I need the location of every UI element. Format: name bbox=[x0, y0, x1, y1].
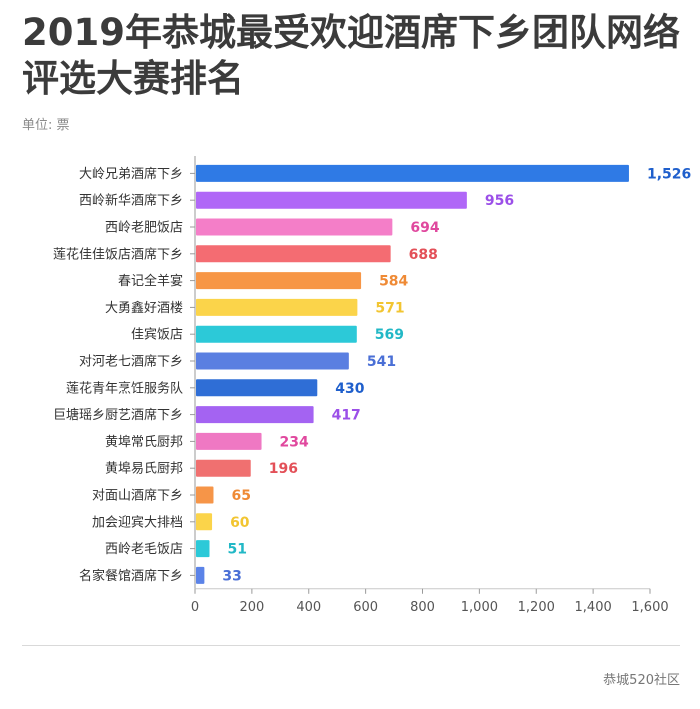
category-label: 名家餐馆酒席下乡 bbox=[79, 568, 183, 584]
category-label: 黄埠常氏厨邦 bbox=[105, 435, 183, 450]
value-label: 417 bbox=[332, 408, 361, 424]
bar bbox=[196, 540, 210, 558]
category-label: 春记全羊宴 bbox=[118, 273, 183, 289]
category-label: 大勇鑫好酒楼 bbox=[105, 300, 183, 316]
value-label: 541 bbox=[367, 354, 396, 370]
x-tick-label: 1,600 bbox=[631, 600, 668, 615]
value-label: 688 bbox=[409, 247, 438, 263]
bar bbox=[196, 352, 349, 370]
unit-label: 单位: 票 bbox=[22, 118, 70, 133]
x-tick-label: 1,400 bbox=[575, 600, 612, 615]
value-label: 65 bbox=[231, 488, 250, 504]
bar bbox=[196, 164, 629, 182]
category-label: 大岭兄弟酒席下乡 bbox=[79, 166, 183, 182]
bar bbox=[196, 272, 362, 290]
value-label: 234 bbox=[280, 434, 309, 450]
category-label: 佳宾饭店 bbox=[131, 327, 183, 343]
source-label: 恭城520社区 bbox=[603, 673, 680, 688]
category-label: 莲花青年烹饪服务队 bbox=[66, 380, 183, 396]
value-label: 60 bbox=[230, 515, 250, 531]
bar bbox=[196, 298, 358, 316]
category-label: 西岭新华酒席下乡 bbox=[79, 193, 183, 209]
bar-chart: 大岭兄弟酒席下乡 1,526 西岭新华酒席下乡 956 西岭老肥饭店 694 莲花佳佳饭店酒… bbox=[53, 156, 691, 615]
category-label: 西岭老毛饭店 bbox=[105, 542, 183, 557]
bar bbox=[196, 191, 467, 209]
value-label: 571 bbox=[375, 300, 404, 316]
category-label: 巨塘瑶乡厨艺酒席下乡 bbox=[53, 407, 183, 423]
value-label: 196 bbox=[269, 461, 298, 477]
bar bbox=[196, 379, 318, 397]
value-label: 694 bbox=[410, 220, 439, 236]
value-label: 430 bbox=[335, 381, 364, 397]
bar bbox=[196, 513, 213, 531]
bar bbox=[196, 218, 393, 236]
category-label: 加会迎宾大排档 bbox=[92, 514, 183, 530]
category-label: 对河老七酒席下乡 bbox=[79, 354, 183, 370]
page-title: 2019年恭城最受欢迎酒席下乡团队网络评选大赛排名 bbox=[22, 11, 680, 100]
value-label: 51 bbox=[228, 542, 247, 558]
category-label: 黄埠易氏厨邦 bbox=[105, 462, 183, 477]
bar bbox=[196, 245, 391, 263]
bar bbox=[196, 432, 262, 450]
x-tick-label: 1,200 bbox=[518, 600, 555, 615]
value-label: 584 bbox=[379, 274, 408, 290]
x-tick-label: 0 bbox=[191, 600, 199, 615]
value-label: 956 bbox=[485, 193, 514, 209]
category-label: 对面山酒席下乡 bbox=[92, 488, 183, 504]
category-label: 西岭老肥饭店 bbox=[105, 221, 183, 236]
value-label: 33 bbox=[222, 568, 241, 584]
x-tick-label: 1,000 bbox=[461, 600, 498, 615]
x-tick-label: 200 bbox=[239, 600, 264, 615]
bar bbox=[196, 325, 357, 343]
x-tick-label: 600 bbox=[353, 600, 378, 615]
value-label: 1,526 bbox=[647, 166, 691, 182]
x-tick-label: 800 bbox=[410, 600, 435, 615]
x-tick-label: 400 bbox=[296, 600, 321, 615]
bar bbox=[196, 566, 205, 584]
value-label: 569 bbox=[375, 327, 404, 343]
bar bbox=[196, 459, 251, 477]
footer-divider bbox=[22, 645, 680, 646]
category-label: 莲花佳佳饭店酒席下乡 bbox=[53, 246, 183, 262]
bar bbox=[196, 486, 214, 504]
bar bbox=[196, 406, 314, 424]
